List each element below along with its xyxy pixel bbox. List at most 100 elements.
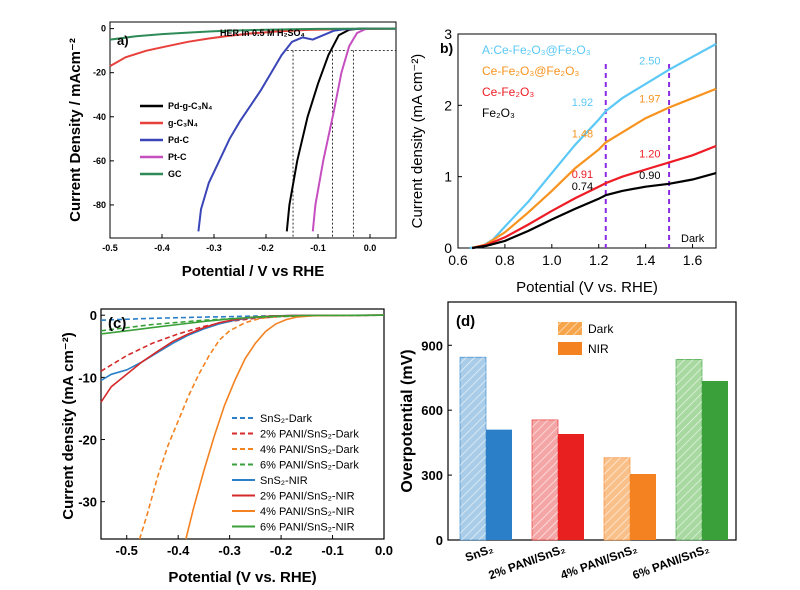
bar-hatch (676, 359, 702, 540)
series-line (109, 27, 396, 41)
x-tick-label: 0.8 (495, 252, 515, 268)
y-tick-label: -60 (93, 156, 106, 166)
y-tick-label: 600 (421, 403, 443, 418)
y-axis-label: Current density (mA cm⁻²) (409, 54, 426, 229)
plot-frame (447, 301, 737, 541)
legend-label: 6% PANI/SnS₂-Dark (260, 460, 359, 472)
panel-b: 0.6 0.8 1.0 1.2 1.4 1.6 0 1 2 3 1.92 2.50 1.48 1.97 0.… (409, 26, 717, 296)
y-tick-label: 3 (444, 26, 452, 42)
y-tick-label: 0 (444, 240, 452, 256)
series-line (471, 144, 717, 250)
x-tick-label: -0.3 (218, 543, 240, 558)
series-line (471, 172, 717, 250)
bar-hatch (532, 419, 558, 540)
data-label: 0.91 (572, 169, 593, 181)
legend-label: Dark (588, 322, 614, 336)
legend-swatch (558, 342, 582, 355)
x-tick-label: -0.2 (270, 543, 292, 558)
category-label: 6% PANI/SnS₂ (631, 542, 711, 583)
panel-label: (c) (108, 315, 126, 332)
x-tick-label: -0.1 (321, 543, 343, 558)
legend-label: SnS₂-Dark (260, 413, 312, 425)
panel-label: a) (117, 33, 129, 48)
x-tick-label: -0.5 (116, 543, 138, 558)
category-label: SnS₂ (463, 542, 495, 565)
x-tick-label: 0.0 (364, 243, 377, 253)
bar-nir (630, 474, 656, 540)
y-tick-label: -30 (78, 495, 97, 510)
x-tick-label: 1.2 (589, 252, 609, 268)
legend-label: 4% PANI/SnS₂-Dark (260, 444, 359, 456)
plot-frame (100, 308, 385, 540)
legend-label: Fe₂O₃ (482, 106, 515, 120)
x-tick-label: 1.0 (542, 252, 562, 268)
y-tick-label: 2 (444, 97, 452, 113)
x-axis-label: Potential (V vs. RHE) (516, 279, 658, 296)
panel-label: b) (440, 40, 453, 56)
x-tick-label: -0.5 (102, 243, 118, 253)
legend-label: Ce-Fe₂O₃ (482, 85, 534, 99)
legend-label: Pd-C (168, 135, 189, 145)
panel-label: (d) (456, 313, 475, 330)
plot-frame (109, 21, 397, 239)
legend-label: 2% PANI/SnS₂-Dark (260, 429, 359, 441)
category-label: 2% PANI/SnS₂ (487, 542, 567, 583)
y-tick-label: 1 (444, 169, 452, 185)
data-label: 1.97 (639, 93, 660, 105)
y-axis-label: Overpotential (mV) (399, 349, 416, 492)
legend-label: A:Ce-Fe₂O₃@Fe₂O₃ (482, 43, 591, 57)
y-tick-label: 0 (90, 308, 97, 323)
series-line (285, 27, 396, 232)
legend-label: SnS₂-NIR (260, 475, 308, 487)
x-tick-label: -0.4 (154, 243, 170, 253)
legend-label: Pt-C (168, 152, 187, 162)
series-line (197, 27, 396, 232)
y-tick-label: 0 (101, 24, 106, 34)
x-tick-label: -0.3 (206, 243, 222, 253)
series-line (471, 87, 717, 250)
legend-swatch-hatch (558, 322, 582, 335)
y-axis-label: Current density (mA cm⁻²) (60, 332, 77, 519)
bar-nir (702, 380, 728, 540)
legend-label: 6% PANI/SnS₂-NIR (260, 522, 355, 534)
y-tick-label: -40 (93, 112, 106, 122)
x-axis-label: Potential (V vs. RHE) (168, 569, 316, 586)
category-label: 4% PANI/SnS₂ (559, 542, 639, 583)
y-tick-label: -10 (78, 370, 97, 385)
x-tick-label: -0.4 (167, 543, 190, 558)
x-tick-label: 0.0 (375, 543, 393, 558)
y-tick-label: -80 (93, 200, 106, 210)
legend-label: NIR (588, 342, 609, 356)
note-label: Dark (681, 233, 705, 245)
plot-frame (457, 33, 717, 249)
x-axis-label: Potential / V vs RHE (182, 263, 325, 280)
y-tick-label: -20 (93, 68, 106, 78)
chart-title: HER in 0.5 M H₂SO₄ (220, 28, 305, 38)
data-label: 0.90 (639, 170, 660, 182)
x-tick-label: -0.1 (310, 243, 326, 253)
data-label: 2.50 (639, 56, 660, 68)
series-line (100, 314, 385, 335)
x-tick-label: 1.4 (636, 252, 656, 268)
legend-label: g-C₃N₄ (168, 118, 198, 128)
data-label: 0.74 (572, 181, 593, 193)
bar-hatch (604, 457, 630, 540)
x-tick-label: -0.2 (258, 243, 274, 253)
legend-label: Pd-g-C₃N₄ (168, 101, 212, 111)
series-line (469, 43, 717, 250)
panel-a: -0.5 -0.4 -0.3 -0.2 -0.1 0.0 0 -20 -40 -60 -80 Pd-g… (67, 21, 397, 280)
panel-c: -0.5 -0.4 -0.3 -0.2 -0.1 0.0 0 -10 -20 -30 SnS₂-Da… (60, 308, 393, 586)
data-label: 1.48 (572, 128, 593, 140)
y-tick-label: 300 (421, 468, 443, 483)
y-tick-label: 0 (436, 533, 443, 548)
legend-label: 4% PANI/SnS₂-NIR (260, 506, 355, 518)
y-axis-label: Current Density / mAcm⁻² (67, 38, 84, 222)
legend-label: GC (168, 169, 182, 179)
x-tick-label: 0.6 (448, 252, 468, 268)
bar-nir (558, 433, 584, 540)
data-label: 1.20 (639, 148, 660, 160)
series-line (311, 27, 396, 232)
legend-label: Ce-Fe₂O₃@Fe₂O₃ (482, 64, 579, 78)
